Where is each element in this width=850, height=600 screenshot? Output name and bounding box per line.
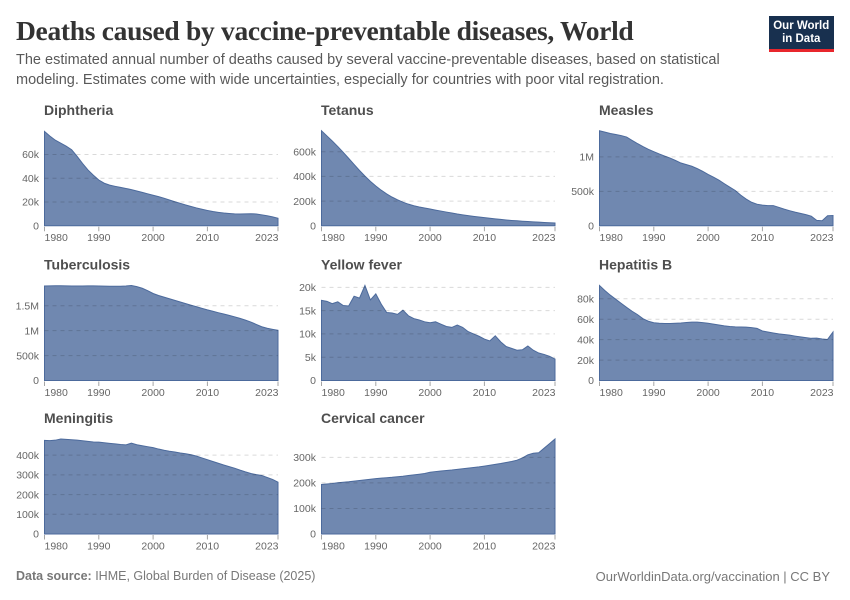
- svg-text:1980: 1980: [322, 387, 346, 399]
- svg-text:1980: 1980: [45, 387, 69, 399]
- svg-text:Diphtheria: Diphtheria: [44, 102, 113, 118]
- svg-text:Measles: Measles: [599, 102, 654, 118]
- svg-text:2023: 2023: [532, 540, 556, 552]
- svg-text:0: 0: [310, 375, 316, 387]
- svg-text:0: 0: [310, 220, 316, 232]
- svg-text:2010: 2010: [196, 540, 220, 552]
- svg-text:1990: 1990: [87, 232, 111, 244]
- svg-text:2000: 2000: [418, 232, 442, 244]
- svg-text:2023: 2023: [532, 232, 556, 244]
- svg-text:300k: 300k: [16, 470, 40, 482]
- svg-text:5k: 5k: [305, 352, 317, 364]
- svg-text:Tuberculosis: Tuberculosis: [44, 257, 130, 273]
- svg-text:200k: 200k: [293, 478, 317, 490]
- svg-text:2010: 2010: [751, 387, 775, 399]
- svg-text:Meningitis: Meningitis: [44, 410, 113, 426]
- svg-text:20k: 20k: [299, 282, 317, 294]
- svg-text:2000: 2000: [141, 387, 165, 399]
- svg-text:300k: 300k: [293, 452, 317, 464]
- svg-text:2010: 2010: [473, 232, 497, 244]
- svg-text:200k: 200k: [293, 196, 317, 208]
- svg-text:1980: 1980: [45, 232, 69, 244]
- svg-text:2000: 2000: [141, 232, 165, 244]
- svg-text:1980: 1980: [600, 232, 624, 244]
- svg-text:2023: 2023: [255, 232, 279, 244]
- svg-text:1990: 1990: [364, 387, 388, 399]
- svg-text:2000: 2000: [141, 540, 165, 552]
- svg-text:2010: 2010: [196, 387, 220, 399]
- svg-text:600k: 600k: [293, 146, 317, 158]
- svg-text:1980: 1980: [600, 387, 624, 399]
- svg-text:1990: 1990: [87, 387, 111, 399]
- svg-text:Tetanus: Tetanus: [321, 102, 374, 118]
- svg-text:1990: 1990: [642, 232, 666, 244]
- svg-text:2010: 2010: [473, 387, 497, 399]
- svg-text:2023: 2023: [810, 387, 834, 399]
- svg-text:2010: 2010: [196, 232, 220, 244]
- svg-text:100k: 100k: [16, 509, 40, 521]
- svg-text:500k: 500k: [571, 186, 595, 198]
- svg-text:2023: 2023: [810, 232, 834, 244]
- svg-text:2000: 2000: [418, 540, 442, 552]
- svg-text:0: 0: [33, 375, 39, 387]
- svg-text:0: 0: [310, 529, 316, 541]
- svg-text:1990: 1990: [364, 232, 388, 244]
- svg-text:Hepatitis B: Hepatitis B: [599, 257, 672, 273]
- svg-text:1980: 1980: [322, 540, 346, 552]
- svg-text:Cervical cancer: Cervical cancer: [321, 410, 425, 426]
- svg-text:15k: 15k: [299, 305, 317, 317]
- svg-text:2023: 2023: [255, 387, 279, 399]
- svg-text:1980: 1980: [45, 540, 69, 552]
- svg-text:20k: 20k: [22, 197, 40, 209]
- svg-text:1990: 1990: [87, 540, 111, 552]
- svg-text:0: 0: [588, 220, 594, 232]
- svg-text:1980: 1980: [322, 232, 346, 244]
- svg-text:0: 0: [33, 220, 39, 232]
- svg-text:500k: 500k: [16, 350, 40, 362]
- svg-text:0: 0: [588, 375, 594, 387]
- svg-text:60k: 60k: [22, 149, 40, 161]
- svg-text:2010: 2010: [473, 540, 497, 552]
- svg-text:400k: 400k: [293, 171, 317, 183]
- svg-text:2023: 2023: [255, 540, 279, 552]
- svg-text:1990: 1990: [642, 387, 666, 399]
- svg-text:40k: 40k: [22, 173, 40, 185]
- svg-text:1M: 1M: [579, 152, 594, 164]
- svg-text:Yellow fever: Yellow fever: [321, 257, 402, 273]
- svg-text:1990: 1990: [364, 540, 388, 552]
- svg-text:1.5M: 1.5M: [16, 300, 39, 312]
- svg-text:40k: 40k: [577, 334, 595, 346]
- svg-text:100k: 100k: [293, 503, 317, 515]
- svg-text:20k: 20k: [577, 355, 595, 367]
- svg-text:80k: 80k: [577, 293, 595, 305]
- svg-text:2000: 2000: [418, 387, 442, 399]
- svg-text:2000: 2000: [696, 232, 720, 244]
- svg-text:400k: 400k: [16, 450, 40, 462]
- svg-text:0: 0: [33, 529, 39, 541]
- svg-text:2000: 2000: [696, 387, 720, 399]
- svg-text:10k: 10k: [299, 329, 317, 341]
- svg-text:2023: 2023: [532, 387, 556, 399]
- svg-text:60k: 60k: [577, 314, 595, 326]
- svg-text:200k: 200k: [16, 489, 40, 501]
- svg-text:1M: 1M: [24, 325, 39, 337]
- svg-text:2010: 2010: [751, 232, 775, 244]
